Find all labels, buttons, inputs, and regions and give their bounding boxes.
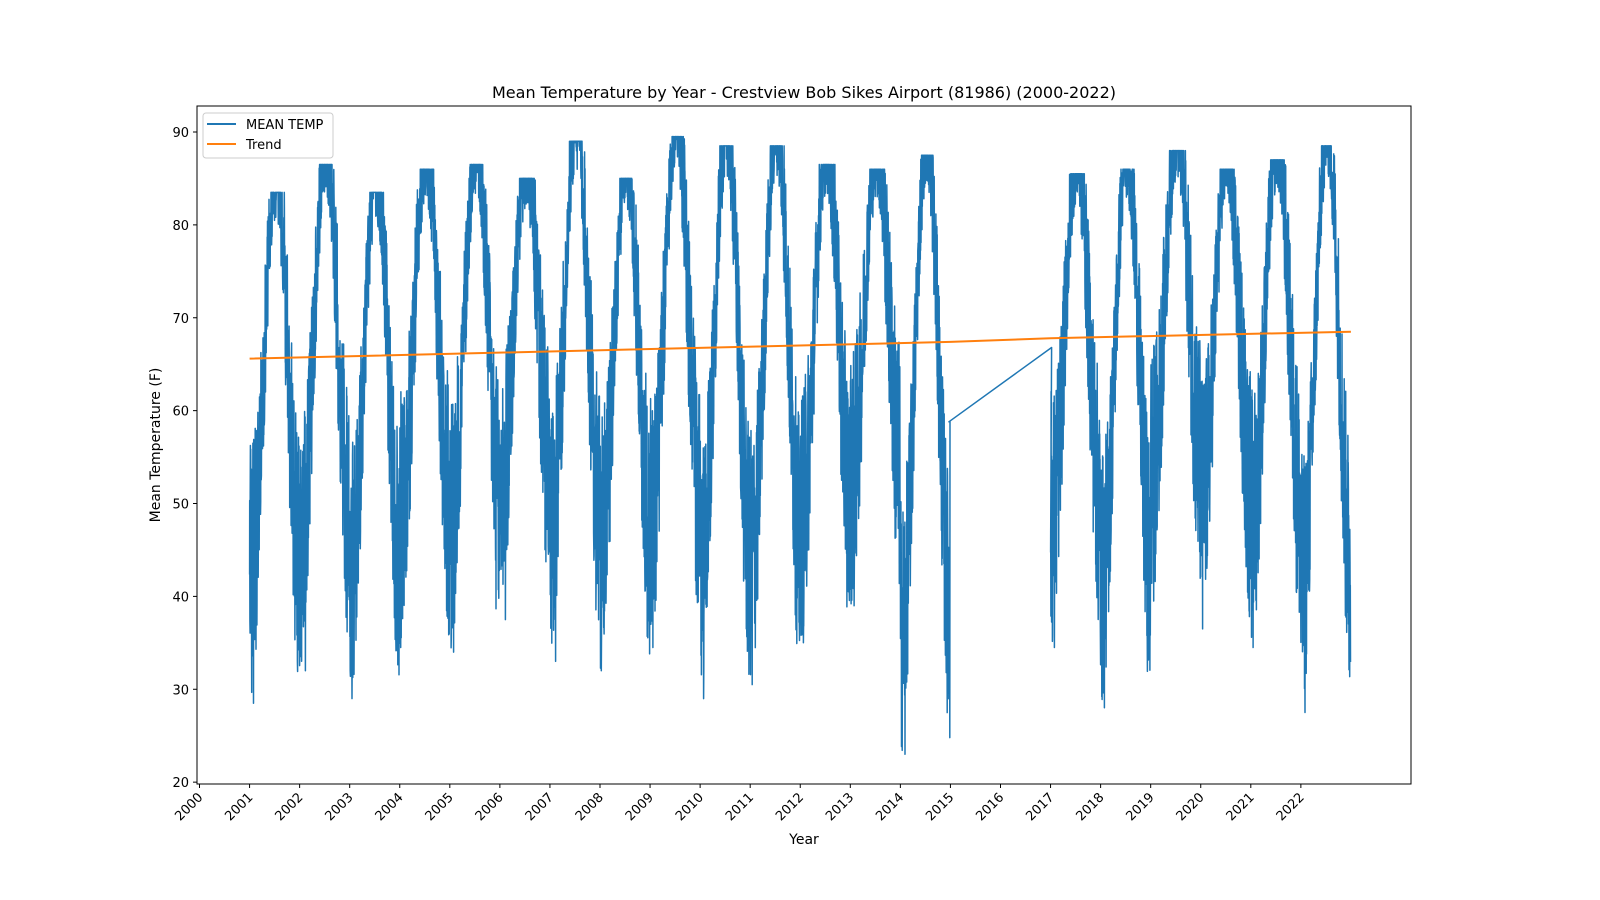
legend: MEAN TEMP Trend [202, 112, 334, 159]
y-tick-label: 60 [172, 405, 189, 420]
plot-frame [196, 105, 1412, 785]
y-axis-title: Mean Temperature (F) [148, 368, 164, 523]
y-tick-label: 30 [172, 683, 189, 698]
series-mean-temp [248, 135, 1352, 756]
chart-title: Mean Temperature by Year - Crestview Bob… [492, 83, 1116, 102]
y-tick-label: 80 [172, 219, 189, 234]
y-tick-label: 50 [172, 498, 189, 513]
x-axis-title: Year [788, 832, 819, 848]
plot-area [196, 105, 1412, 785]
series-trend [249, 330, 1351, 360]
y-tick-label: 90 [172, 126, 189, 141]
legend-label-mean-temp: MEAN TEMP [246, 118, 324, 133]
mean-temp-line [248, 135, 1352, 756]
y-tick-label: 20 [172, 776, 189, 791]
legend-label-trend: Trend [245, 138, 282, 153]
y-tick-label: 40 [172, 590, 189, 605]
y-tick-label: 70 [172, 312, 189, 327]
trend-line [249, 330, 1351, 360]
y-axis: 20 30 40 50 60 70 80 90 [172, 126, 197, 791]
